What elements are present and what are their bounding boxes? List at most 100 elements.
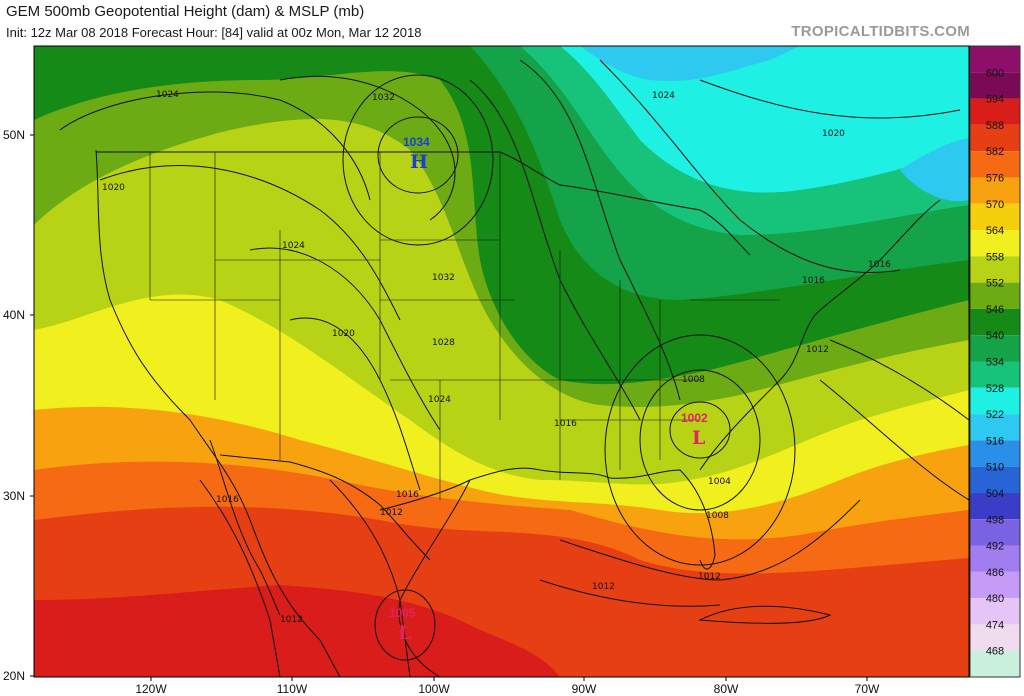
isobar xyxy=(99,165,401,321)
isobar-label: 1020 xyxy=(102,183,125,193)
band-528 xyxy=(580,46,800,81)
longitude-label: 80W xyxy=(714,682,739,696)
colorbar-swatch xyxy=(970,151,1020,178)
longitude-label: 70W xyxy=(855,682,880,696)
isobar xyxy=(819,379,969,501)
band-588 xyxy=(34,585,560,677)
isobar-low-ring xyxy=(374,589,436,661)
isobar-high-ring xyxy=(377,116,459,194)
isobar-label: 1024 xyxy=(156,90,179,100)
colorbar-swatch xyxy=(970,650,1020,677)
map-subtitle: Init: 12z Mar 08 2018 Forecast Hour: [84… xyxy=(6,25,422,40)
longitude-label: 120W xyxy=(135,682,167,696)
isobar xyxy=(289,317,421,491)
colorbar-label: 540 xyxy=(986,330,1004,342)
latitude-axis: 50N 40N 30N 20N xyxy=(3,128,34,683)
colorbar-swatch xyxy=(970,46,1020,73)
isobar-high-ring xyxy=(342,74,494,246)
colorbar-swatch xyxy=(970,72,1020,99)
source-credit: TROPICALTIDBITS.COM xyxy=(791,23,970,40)
longitude-label: 100W xyxy=(418,682,450,696)
isobar-label: 1020 xyxy=(822,129,845,139)
isobar-label: 1032 xyxy=(432,273,455,283)
colorbar-swatch xyxy=(970,598,1020,625)
isobar xyxy=(829,339,969,421)
west-coastline xyxy=(95,149,341,677)
isobar-low-ring xyxy=(604,334,796,566)
isobar-low-ring xyxy=(669,401,731,459)
isobar xyxy=(599,59,901,273)
colorbar-swatch xyxy=(970,308,1020,336)
colorbar-label: 516 xyxy=(986,435,1004,447)
colorbar-swatch xyxy=(970,519,1020,546)
colorbar-label: 528 xyxy=(986,383,1004,395)
colorbar-swatch xyxy=(970,440,1020,467)
isobar-label: 1016 xyxy=(216,495,239,505)
colorbar-frame xyxy=(969,45,1021,678)
east-coastline xyxy=(699,199,941,471)
isobar xyxy=(519,59,681,401)
isobar xyxy=(469,79,641,421)
colorbar-swatch xyxy=(970,256,1020,283)
low-pressure-value: 1002 xyxy=(681,411,708,425)
state-lines xyxy=(149,152,780,500)
colorbar-swatch xyxy=(970,177,1020,204)
colorbar-swatch xyxy=(970,414,1020,441)
colorbar-label: 534 xyxy=(986,357,1004,369)
colorbar-label: 570 xyxy=(986,199,1004,211)
isobar-label: 1008 xyxy=(706,511,729,521)
isobar xyxy=(559,499,861,581)
colorbar-swatch xyxy=(970,624,1020,651)
height-bands xyxy=(34,46,969,677)
isobar xyxy=(279,75,456,221)
cuba xyxy=(698,605,832,624)
band-534 xyxy=(560,46,969,193)
colorbar-swatch xyxy=(970,335,1020,362)
colorbar-label: 576 xyxy=(986,172,1004,184)
isobar-label: 1008 xyxy=(682,375,705,385)
longitude-label: 110W xyxy=(277,682,308,696)
colorbar-label: 564 xyxy=(986,225,1004,237)
colorbar-label: 582 xyxy=(986,146,1004,158)
colorbar-label: 504 xyxy=(986,488,1004,500)
isobar xyxy=(249,247,441,431)
pressure-centers: 1034 H 1002 L 1005 L xyxy=(389,135,708,644)
colorbar-label: 474 xyxy=(986,619,1004,631)
band-528b xyxy=(900,138,969,202)
isobar-label: 1028 xyxy=(432,338,455,348)
colorbar-label: 546 xyxy=(986,304,1004,316)
baja-coast xyxy=(209,439,281,616)
latitude-label: 20N xyxy=(3,669,25,683)
isobar-label: 1012 xyxy=(380,508,403,518)
high-pressure-symbol: H xyxy=(410,151,428,173)
isobar-label: 1012 xyxy=(806,345,829,355)
isobar xyxy=(59,91,371,201)
latitude-label: 40N xyxy=(3,308,25,322)
isobar-label: 1012 xyxy=(698,572,721,582)
isobar xyxy=(699,79,961,119)
isobar xyxy=(199,479,281,677)
isobar-label: 1020 xyxy=(332,329,355,339)
longitude-axis: 120W 110W 100W 90W 80W 70W xyxy=(135,677,880,696)
isobar-label: 1032 xyxy=(372,93,395,103)
map-frame xyxy=(33,45,970,678)
colorbar-label: 600 xyxy=(986,67,1004,79)
colorbar-swatch xyxy=(970,361,1020,388)
colorbar-swatch xyxy=(970,545,1020,572)
latitude-label: 30N xyxy=(3,489,25,503)
colorbar-swatch xyxy=(970,282,1020,309)
geography-lines xyxy=(95,149,941,677)
isobar-label: 1024 xyxy=(282,241,305,251)
colorbar-label: 480 xyxy=(986,593,1004,605)
isobar-label: 1016 xyxy=(396,490,419,500)
colorbar-label: 468 xyxy=(986,646,1004,658)
isobar-label: 1004 xyxy=(708,477,731,487)
longitude-label: 90W xyxy=(572,682,597,696)
map-title: GEM 500mb Geopotential Height (dam) & MS… xyxy=(6,3,365,20)
colorbar-swatch xyxy=(970,124,1020,152)
isobar-label: 1024 xyxy=(428,395,451,405)
colorbar-swatch xyxy=(970,387,1020,415)
colorbar-swatch xyxy=(970,571,1020,599)
colorbar-swatch xyxy=(970,230,1020,257)
